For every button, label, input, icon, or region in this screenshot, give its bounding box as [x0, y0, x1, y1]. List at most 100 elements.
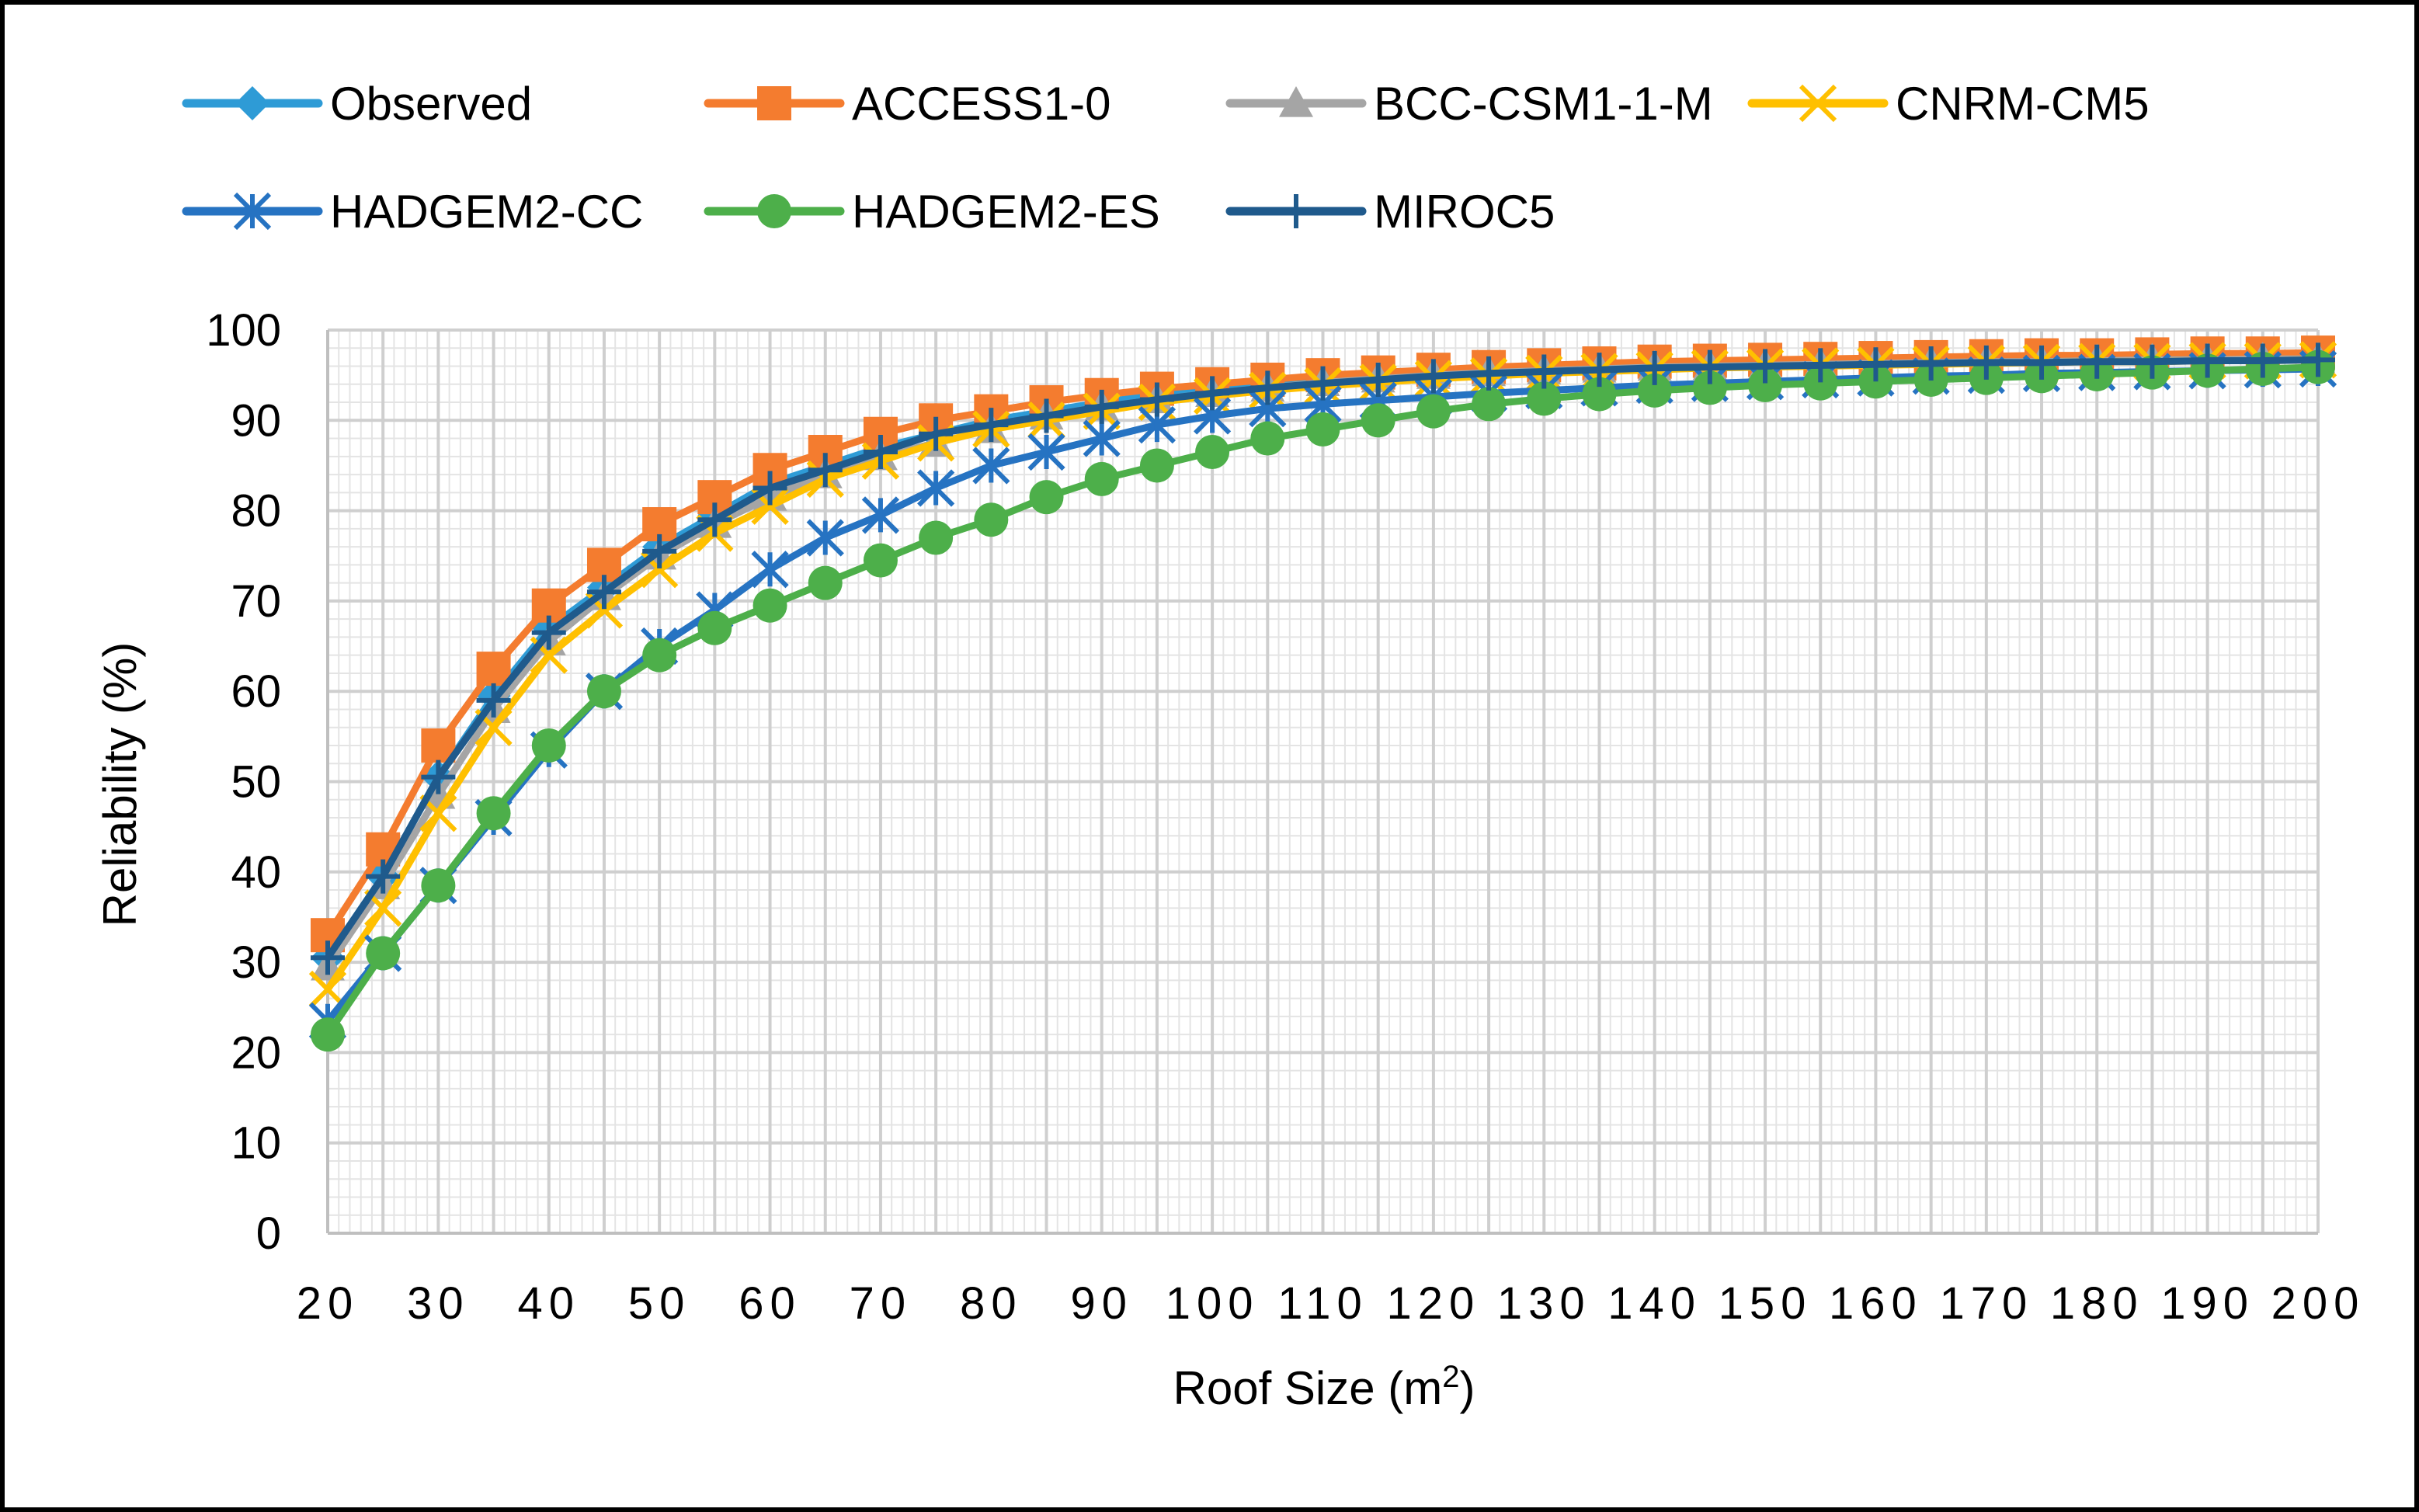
data-point-hadgem2-es [366, 936, 401, 971]
x-tick-label: 190 [2160, 1278, 2254, 1329]
data-point-hadgem2-es [919, 520, 954, 555]
data-point-miroc5 [1029, 398, 1064, 433]
x-tick-label: 150 [1719, 1278, 1813, 1329]
data-point-hadgem2-es [1748, 367, 1783, 402]
series-group [308, 335, 2337, 1052]
data-point-miroc5 [1195, 376, 1230, 411]
y-tick-label: 20 [231, 1027, 281, 1078]
x-tick-label: 140 [1607, 1278, 1701, 1329]
data-point-hadgem2-es [1527, 381, 1562, 416]
legend-item-bcc-csm1-1-m: BCC-CSM1-1-M [1225, 78, 1713, 130]
data-point-miroc5 [476, 683, 511, 718]
y-tick-label: 80 [231, 486, 281, 537]
y-tick-label: 70 [231, 576, 281, 627]
data-point-hadgem2-es [476, 796, 511, 831]
legend-marker-access1-0 [757, 86, 791, 120]
marker-stroke [474, 708, 513, 746]
data-point-miroc5 [1084, 389, 1119, 424]
legend-item-hadgem2-es: HADGEM2-ES [704, 186, 1160, 238]
data-point-hadgem2-es [974, 502, 1009, 537]
data-point-hadgem2-es [808, 565, 843, 600]
x-tick-label: 90 [1070, 1278, 1133, 1329]
marker-stroke [751, 487, 789, 525]
x-tick-label: 40 [518, 1278, 581, 1329]
data-point-hadgem2-es [1637, 373, 1672, 408]
data-point-hadgem2-cc [806, 519, 844, 557]
data-point-hadgem2-es [1858, 364, 1893, 399]
y-tick-label: 30 [231, 937, 281, 988]
legend-label-access1-0: ACCESS1-0 [852, 78, 1110, 130]
legend-marker-hadgem2-es [757, 194, 791, 228]
x-axis-title-close: ) [1460, 1362, 1475, 1414]
data-point-miroc5 [808, 453, 843, 488]
data-point-hadgem2-es [1195, 435, 1230, 470]
data-point-miroc5 [2080, 344, 2115, 379]
data-point-miroc5 [1416, 359, 1451, 394]
data-point-miroc5 [2135, 344, 2170, 379]
legend: Observed ACCESS1-0 BCC-CSM1-1-M CNRM-CM5 HAD… [182, 78, 2150, 238]
legend-item-observed: Observed [182, 78, 532, 130]
data-point-miroc5 [1692, 349, 1727, 384]
data-point-hadgem2-es [1139, 448, 1174, 483]
data-point-hadgem2-es [1692, 370, 1727, 405]
data-point-miroc5 [2245, 343, 2280, 378]
data-point-miroc5 [1803, 348, 1838, 383]
data-point-hadgem2-cc [861, 496, 900, 534]
x-axis-title-superscript: 2 [1442, 1360, 1459, 1394]
data-point-hadgem2-cc [751, 551, 789, 589]
data-point-hadgem2-es [1416, 394, 1451, 429]
legend-marker-bcc-csm1-1-m [1279, 86, 1313, 117]
x-axis-title: Roof Size (m2) [1173, 1360, 1475, 1414]
data-point-miroc5 [421, 759, 456, 794]
axes [326, 330, 2318, 1235]
data-point-miroc5 [974, 408, 1009, 443]
x-tick-label: 110 [1277, 1278, 1368, 1329]
data-point-miroc5 [2025, 345, 2059, 380]
data-point-miroc5 [1858, 347, 1893, 382]
legend-item-cnrm-cm5: CNRM-CM5 [1747, 78, 2150, 130]
data-point-cnrm-cm5 [308, 970, 347, 1009]
marker-stroke [641, 551, 679, 589]
data-point-hadgem2-es [1361, 403, 1395, 438]
x-tick-label: 180 [2050, 1278, 2144, 1329]
data-point-hadgem2-es [1803, 366, 1838, 401]
marker-stroke [419, 794, 457, 832]
legend-item-access1-0: ACCESS1-0 [704, 78, 1110, 130]
data-point-hadgem2-es [1029, 480, 1064, 515]
data-point-hadgem2-es [697, 610, 732, 645]
data-point-hadgem2-cc [917, 469, 955, 507]
data-point-miroc5 [2190, 343, 2225, 378]
grid [326, 328, 2320, 1235]
y-tick-label: 100 [206, 305, 281, 356]
tick-labels: 0 10 20 30 40 50 60 70 80 90 100 20 30 40 50 60 70 80 90 10… [206, 305, 2358, 1329]
data-point-miroc5 [919, 416, 954, 451]
data-point-hadgem2-es [586, 674, 621, 709]
legend-label-observed: Observed [330, 78, 532, 130]
legend-label-miroc5: MIROC5 [1374, 186, 1555, 238]
legend-label-cnrm-cm5: CNRM-CM5 [1896, 78, 2150, 130]
marker-stroke [308, 970, 347, 1009]
data-point-miroc5 [1582, 353, 1617, 388]
marker-stroke [530, 636, 568, 674]
data-point-miroc5 [752, 471, 787, 506]
data-point-hadgem2-es [1250, 421, 1285, 456]
data-point-hadgem2-cc [1027, 433, 1065, 471]
x-axis-title-text: Roof Size (m [1173, 1362, 1443, 1414]
legend-marker-cnrm-cm5 [1799, 84, 1837, 123]
data-point-hadgem2-es [1582, 377, 1617, 412]
legend-item-hadgem2-cc: HADGEM2-CC [182, 186, 643, 238]
x-tick-label: 70 [850, 1278, 912, 1329]
data-point-miroc5 [1913, 346, 1948, 381]
data-point-miroc5 [311, 940, 345, 975]
legend-label-hadgem2-cc: HADGEM2-CC [330, 186, 643, 238]
y-tick-label: 40 [231, 847, 281, 898]
x-tick-label: 30 [407, 1278, 470, 1329]
data-point-miroc5 [366, 859, 401, 894]
data-point-miroc5 [531, 615, 566, 650]
x-tick-label: 120 [1386, 1278, 1480, 1329]
data-point-hadgem2-es [1305, 412, 1340, 447]
data-point-miroc5 [2301, 342, 2335, 377]
data-point-access1-0 [476, 652, 511, 686]
x-tick-label: 100 [1166, 1278, 1260, 1329]
